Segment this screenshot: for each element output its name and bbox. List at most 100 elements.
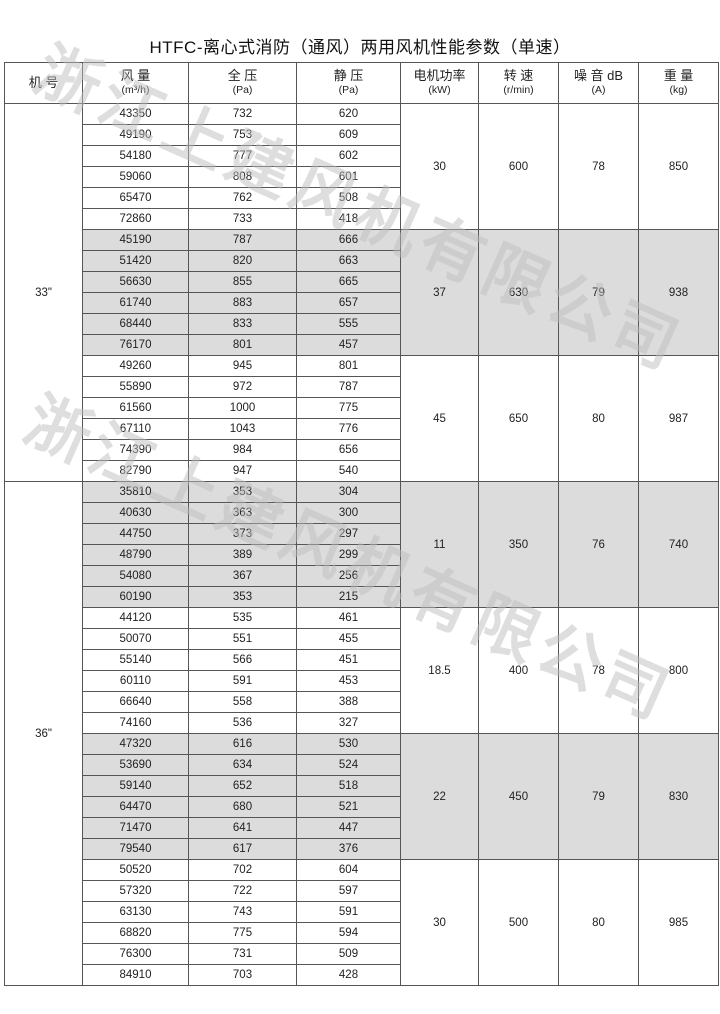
static-pressure-cell: 461 — [296, 607, 401, 629]
table-row: 60190 353 215 — [5, 586, 719, 608]
airflow-cell: 50520 — [82, 859, 189, 881]
noise-cell: 80 — [558, 355, 639, 482]
table-row: 53690 634 524 — [5, 754, 719, 776]
static-pressure-cell: 297 — [296, 523, 401, 545]
model-cell: 33" — [4, 103, 83, 482]
table-row: 71470 641 447 — [5, 817, 719, 839]
total-pressure-cell: 641 — [188, 817, 297, 839]
airflow-cell: 55140 — [82, 649, 189, 671]
airflow-cell: 54180 — [82, 145, 189, 167]
total-pressure-cell: 634 — [188, 754, 297, 776]
airflow-cell: 45190 — [82, 229, 189, 251]
total-pressure-cell: 1000 — [188, 397, 297, 419]
total-pressure-cell: 703 — [188, 964, 297, 986]
total-pressure-cell: 353 — [188, 586, 297, 608]
airflow-cell: 43350 — [82, 103, 189, 125]
airflow-cell: 74160 — [82, 712, 189, 734]
column-header-unit: (kg) — [669, 84, 688, 96]
static-pressure-cell: 518 — [296, 775, 401, 797]
table-row: 47320 616 530 22 450 79 830 — [5, 733, 719, 860]
weight-cell: 800 — [638, 607, 719, 734]
total-pressure-cell: 984 — [188, 439, 297, 461]
speed-cell: 650 — [478, 355, 559, 482]
airflow-cell: 48790 — [82, 544, 189, 566]
table-row: 56630 855 665 — [5, 271, 719, 293]
airflow-cell: 65470 — [82, 187, 189, 209]
column-header-unit: (Pa) — [232, 84, 253, 96]
airflow-cell: 68820 — [82, 922, 189, 944]
static-pressure-cell: 594 — [296, 922, 401, 944]
weight-cell: 850 — [638, 103, 719, 230]
total-pressure-cell: 945 — [188, 355, 297, 377]
total-pressure-cell: 536 — [188, 712, 297, 734]
static-pressure-cell: 657 — [296, 292, 401, 314]
static-pressure-cell: 540 — [296, 460, 401, 482]
static-pressure-cell: 299 — [296, 544, 401, 566]
total-pressure-cell: 367 — [188, 565, 297, 587]
total-pressure-cell: 702 — [188, 859, 297, 881]
table-row: 36" 35810 353 304 11 350 76 740 — [4, 481, 719, 986]
table-row: 50520 702 604 30 500 80 985 — [5, 859, 719, 986]
airflow-cell: 51420 — [82, 250, 189, 272]
motor-power-cell: 30 — [400, 103, 479, 230]
model-cell: 36" — [4, 481, 83, 986]
column-header: 全 压 (Pa) — [188, 62, 297, 104]
static-pressure-cell: 453 — [296, 670, 401, 692]
airflow-cell: 71470 — [82, 817, 189, 839]
static-pressure-cell: 428 — [296, 964, 401, 986]
total-pressure-cell: 947 — [188, 460, 297, 482]
column-header: 静 压 (Pa) — [296, 62, 401, 104]
weight-cell: 830 — [638, 733, 719, 860]
column-header: 风 量 (m³/h) — [82, 62, 189, 104]
column-header-unit: (A) — [591, 84, 606, 96]
table-row: 40630 363 300 — [5, 502, 719, 524]
static-pressure-cell: 508 — [296, 187, 401, 209]
noise-cell: 78 — [558, 103, 639, 230]
total-pressure-cell: 389 — [188, 544, 297, 566]
table-row: 61560 1000 775 — [5, 397, 719, 419]
total-pressure-cell: 777 — [188, 145, 297, 167]
table-row: 33" 43350 732 620 30 600 78 850 — [4, 103, 719, 482]
airflow-cell: 60190 — [82, 586, 189, 608]
total-pressure-cell: 535 — [188, 607, 297, 629]
column-header-unit: (Pa) — [338, 84, 359, 96]
airflow-cell: 54080 — [82, 565, 189, 587]
airflow-cell: 68440 — [82, 313, 189, 335]
total-pressure-cell: 753 — [188, 124, 297, 146]
airflow-cell: 76170 — [82, 334, 189, 356]
airflow-cell: 49260 — [82, 355, 189, 377]
static-pressure-cell: 451 — [296, 649, 401, 671]
static-pressure-cell: 776 — [296, 418, 401, 440]
table-row: 74390 984 656 — [5, 439, 719, 461]
airflow-cell: 63130 — [82, 901, 189, 923]
column-header-label: 静 压 — [333, 68, 364, 83]
total-pressure-cell: 775 — [188, 922, 297, 944]
table-row: 79540 617 376 — [5, 838, 719, 860]
total-pressure-cell: 363 — [188, 502, 297, 524]
column-header: 转 速 (r/min) — [478, 62, 559, 104]
column-header-unit: (m³/h) — [121, 84, 150, 96]
airflow-cell: 57320 — [82, 880, 189, 902]
page-title: HTFC-离心式消防（通风）两用风机性能参数（单速） — [149, 38, 571, 57]
static-pressure-cell: 609 — [296, 124, 401, 146]
performance-table: 机 号风 量 (m³/h) 全 压 (Pa) 静 压 (Pa) 电机功率 (kW) 转 速 (r/… — [4, 62, 719, 986]
header-row: 机 号风 量 (m³/h) 全 压 (Pa) 静 压 (Pa) 电机功率 (kW) 转 速 (r/… — [4, 62, 719, 104]
total-pressure-cell: 558 — [188, 691, 297, 713]
table-row: 63130 743 591 — [5, 901, 719, 923]
airflow-cell: 40630 — [82, 502, 189, 524]
column-header-label: 转 速 — [503, 68, 534, 83]
speed-cell: 350 — [478, 481, 559, 608]
total-pressure-cell: 551 — [188, 628, 297, 650]
static-pressure-cell: 597 — [296, 880, 401, 902]
airflow-cell: 49190 — [82, 124, 189, 146]
speed-cell: 630 — [478, 229, 559, 356]
total-pressure-cell: 733 — [188, 208, 297, 230]
airflow-cell: 47320 — [82, 733, 189, 755]
total-pressure-cell: 566 — [188, 649, 297, 671]
airflow-cell: 66640 — [82, 691, 189, 713]
motor-power-cell: 37 — [400, 229, 479, 356]
motor-power-cell: 11 — [400, 481, 479, 608]
column-header-label: 电机功率 — [413, 68, 466, 83]
table-row: 54080 367 256 — [5, 565, 719, 587]
total-pressure-cell: 762 — [188, 187, 297, 209]
